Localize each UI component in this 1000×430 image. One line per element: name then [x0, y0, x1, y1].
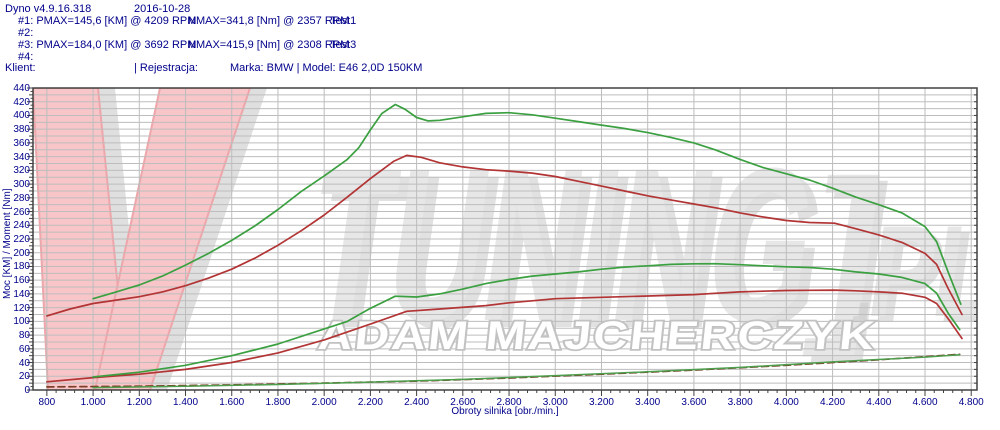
pl-watermark-shadow: .PL: [842, 206, 1000, 351]
x-tick-label: 4.400: [866, 397, 892, 408]
x-tick-label: 4.800: [958, 397, 984, 408]
y-tick-label: 120: [13, 302, 30, 314]
watermark-name-layer: ADAM MAJCHERCZYK: [314, 312, 880, 359]
run4-label: #4:: [18, 51, 34, 63]
y-tick-label: 440: [13, 83, 30, 94]
y-tick-label: 40: [18, 357, 30, 369]
y-tick-label: 200: [13, 247, 30, 259]
y-tick-label: 420: [13, 96, 30, 108]
bracket-watermark-shadow: ]: [808, 146, 904, 364]
y-tick-label: 340: [13, 151, 30, 163]
x-tick-label: 1.400: [173, 397, 199, 408]
report-date: 2016-10-28: [134, 3, 191, 15]
y-tick-label: 80: [18, 330, 30, 342]
run3-test-label: Test3: [330, 39, 357, 51]
v-watermark-shadow: [112, 88, 267, 390]
x-axis-title: Obroty silnika [obr./min.]: [451, 406, 559, 417]
tuning-watermark: TUNING: [295, 124, 829, 367]
curves-layer: [46, 103, 963, 389]
run1-pmax: #1: PMAX=145,6 [KM] @ 4209 RPM: [18, 15, 197, 27]
y-tick-label: 400: [13, 110, 30, 122]
x-tick-label: 3.000: [542, 397, 568, 408]
plot-border: [32, 87, 978, 391]
x-tick-label: 2.400: [404, 397, 430, 408]
loss-test3-curve: [92, 353, 961, 389]
y-tick-label: 380: [13, 124, 30, 136]
author-watermark: ADAM MAJCHERCZYK: [316, 314, 879, 358]
x-tick-label: 3.800: [727, 397, 753, 408]
pl-watermark: .PL: [834, 200, 1000, 345]
loss-test1-curve: [46, 353, 961, 388]
x-tick-label: 1.200: [126, 397, 152, 408]
app-version: Dyno v4.9.16.318: [5, 3, 92, 15]
vehicle-info: Marka: BMW | Model: E46 2,0D 150KM: [230, 62, 423, 74]
x-tick-label: 1.800: [265, 397, 291, 408]
v-watermark-left-arm: [33, 88, 130, 390]
y-tick-label: 100: [13, 316, 30, 328]
y-tick-label: 180: [13, 261, 30, 273]
y-axis-title: Moc [KM] / Moment [Nm]: [2, 188, 13, 300]
registration-label: | Rejestracja:: [134, 62, 198, 74]
x-tick-label: 4.000: [773, 397, 799, 408]
x-tick-label: 4.600: [912, 397, 938, 408]
x-tick-label: 1.000: [80, 397, 106, 408]
x-tick-label: 3.600: [681, 397, 707, 408]
run3-pmax: #3: PMAX=184,0 [KM] @ 3692 RPM: [18, 39, 197, 51]
y-tick-label: 160: [13, 275, 30, 287]
y-tick-label: 260: [13, 206, 30, 218]
y-tick-label: 220: [13, 234, 30, 245]
y-tick-label: 280: [13, 192, 30, 204]
v-watermark-shadow: [50, 88, 145, 390]
power-test3-tuned-curve: [92, 262, 961, 378]
run2-label: #2:: [18, 27, 34, 39]
y-tick-label: 20: [18, 371, 30, 383]
torque-test1-stock-curve: [46, 154, 963, 317]
run1-test-label: Test1: [330, 15, 357, 27]
y-tick-label: 60: [18, 343, 30, 355]
y-tick-label: 0: [24, 385, 30, 396]
y-tick-label: 140: [13, 288, 30, 300]
bracket-watermark: ]: [800, 140, 896, 358]
run1-nmax: NMAX=341,8 [Nm] @ 2357 RPM: [188, 15, 350, 27]
v-watermark-right-arm: [93, 88, 252, 390]
y-tick-label: 300: [13, 179, 30, 191]
grid-and-axes-layer: [27, 87, 978, 396]
x-tick-label: 1.600: [219, 397, 245, 408]
x-tick-label: 2.000: [311, 397, 337, 408]
x-tick-label: 800: [38, 397, 56, 408]
x-tick-label: 3.200: [588, 397, 614, 408]
y-tick-label: 240: [13, 220, 30, 232]
power-test1-stock-curve: [46, 289, 963, 383]
y-tick-label: 360: [13, 137, 30, 149]
x-tick-label: 3.400: [635, 397, 661, 408]
x-tick-label: 4.200: [820, 397, 846, 408]
torque-test3-tuned-curve: [92, 103, 962, 306]
run3-nmax: NMAX=415,9 [Nm] @ 2308 RPM: [188, 39, 350, 51]
y-tick-label: 320: [13, 165, 30, 177]
tuning-watermark-shadow: TUNING: [305, 131, 839, 374]
x-tick-label: 2.800: [496, 397, 522, 408]
x-tick-label: 2.200: [357, 397, 383, 408]
client-label: Klient:: [5, 62, 36, 74]
x-tick-label: 2.600: [450, 397, 476, 408]
